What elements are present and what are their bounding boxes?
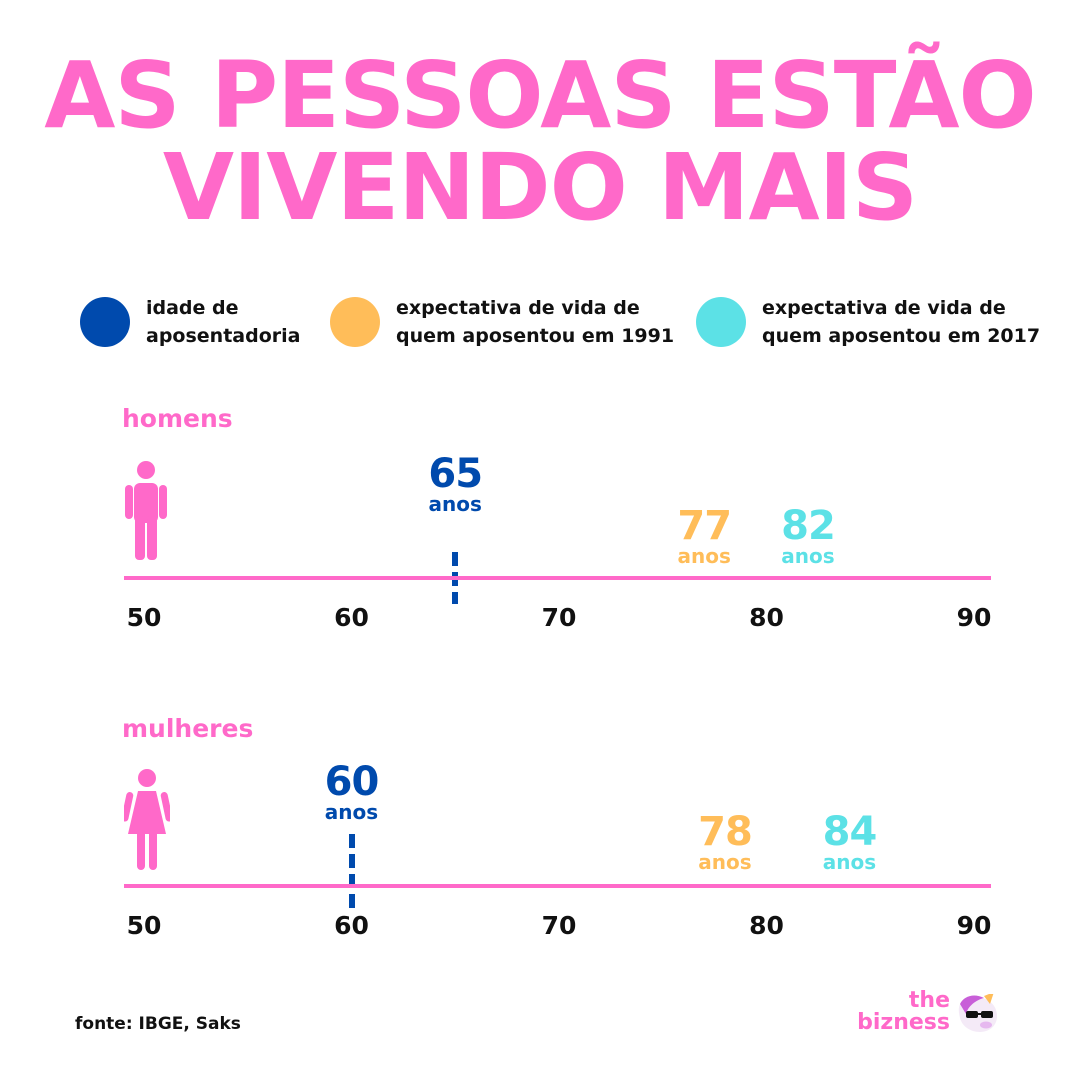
legend-dot-retirement — [80, 297, 130, 347]
legend-label-1991: expectativa de vida de quem aposentou em… — [396, 297, 675, 347]
marker-2017-mulheres: 84 anos — [790, 812, 910, 872]
legend-dot-2017 — [696, 297, 746, 347]
value-2017-homens: 82 — [781, 503, 836, 549]
brand-the: the — [908, 988, 950, 1013]
tick-label-90: 90 — [956, 911, 992, 940]
marker-1991-homens: 77 anos — [644, 506, 764, 566]
tick-label-90: 90 — [956, 603, 992, 632]
group-label-homens: homens — [122, 404, 233, 433]
tick-label-80: 80 — [749, 911, 784, 940]
unit-1991-mulheres: anos — [698, 850, 752, 874]
value-1991-mulheres: 78 — [698, 809, 753, 855]
unit-2017-mulheres: anos — [822, 850, 877, 874]
value-2017-mulheres: 84 — [822, 809, 878, 855]
legend-dot-1991 — [330, 297, 380, 347]
legend-item-retirement: idade de aposentadoria — [80, 294, 300, 350]
unit-retirement-homens: anos — [428, 492, 482, 516]
marker-2017-homens: 82 anos — [748, 506, 868, 566]
retirement-dash-mulheres — [348, 834, 355, 912]
tick-label-70: 70 — [541, 603, 577, 632]
tick-label-50: 50 — [126, 911, 162, 940]
source-note: fonte: IBGE, Saks — [75, 1014, 241, 1034]
axis-line-homens — [124, 576, 991, 580]
page-title-line1: AS PESSOAS ESTÃO — [44, 42, 1037, 149]
group-label-mulheres: mulheres — [122, 714, 254, 743]
tick-label-60: 60 — [334, 911, 369, 940]
page-title-line2: VIVENDO MAIS — [162, 134, 918, 241]
legend-label-retirement: idade de aposentadoria — [146, 297, 301, 347]
unit-retirement-mulheres: anos — [324, 800, 379, 824]
brand-logo: the bizness — [857, 990, 1000, 1034]
marker-1991-mulheres: 78 anos — [665, 812, 785, 872]
value-retirement-homens: 65 — [428, 451, 483, 497]
brand-bizness: bizness — [857, 1010, 950, 1035]
tick-label-70: 70 — [541, 911, 577, 940]
tick-label-80: 80 — [749, 603, 784, 632]
unit-2017-homens: anos — [781, 544, 835, 568]
tick-label-60: 60 — [334, 603, 369, 632]
unicorn-sunglasses-icon — [958, 994, 998, 1032]
axis-line-mulheres — [124, 884, 991, 888]
marker-retirement-homens: 65 anos — [395, 454, 515, 514]
value-retirement-mulheres: 60 — [324, 759, 380, 805]
tick-label-50: 50 — [126, 603, 162, 632]
legend-item-2017: expectativa de vida de quem aposentou em… — [696, 294, 1040, 350]
male-person-icon — [125, 461, 167, 560]
marker-retirement-mulheres: 60 anos — [292, 762, 412, 822]
female-person-icon — [124, 769, 170, 870]
value-1991-homens: 77 — [677, 503, 732, 549]
unit-1991-homens: anos — [677, 544, 731, 568]
legend-label-2017: expectativa de vida de quem aposentou em… — [762, 297, 1041, 347]
legend-item-1991: expectativa de vida de quem aposentou em… — [330, 294, 674, 350]
